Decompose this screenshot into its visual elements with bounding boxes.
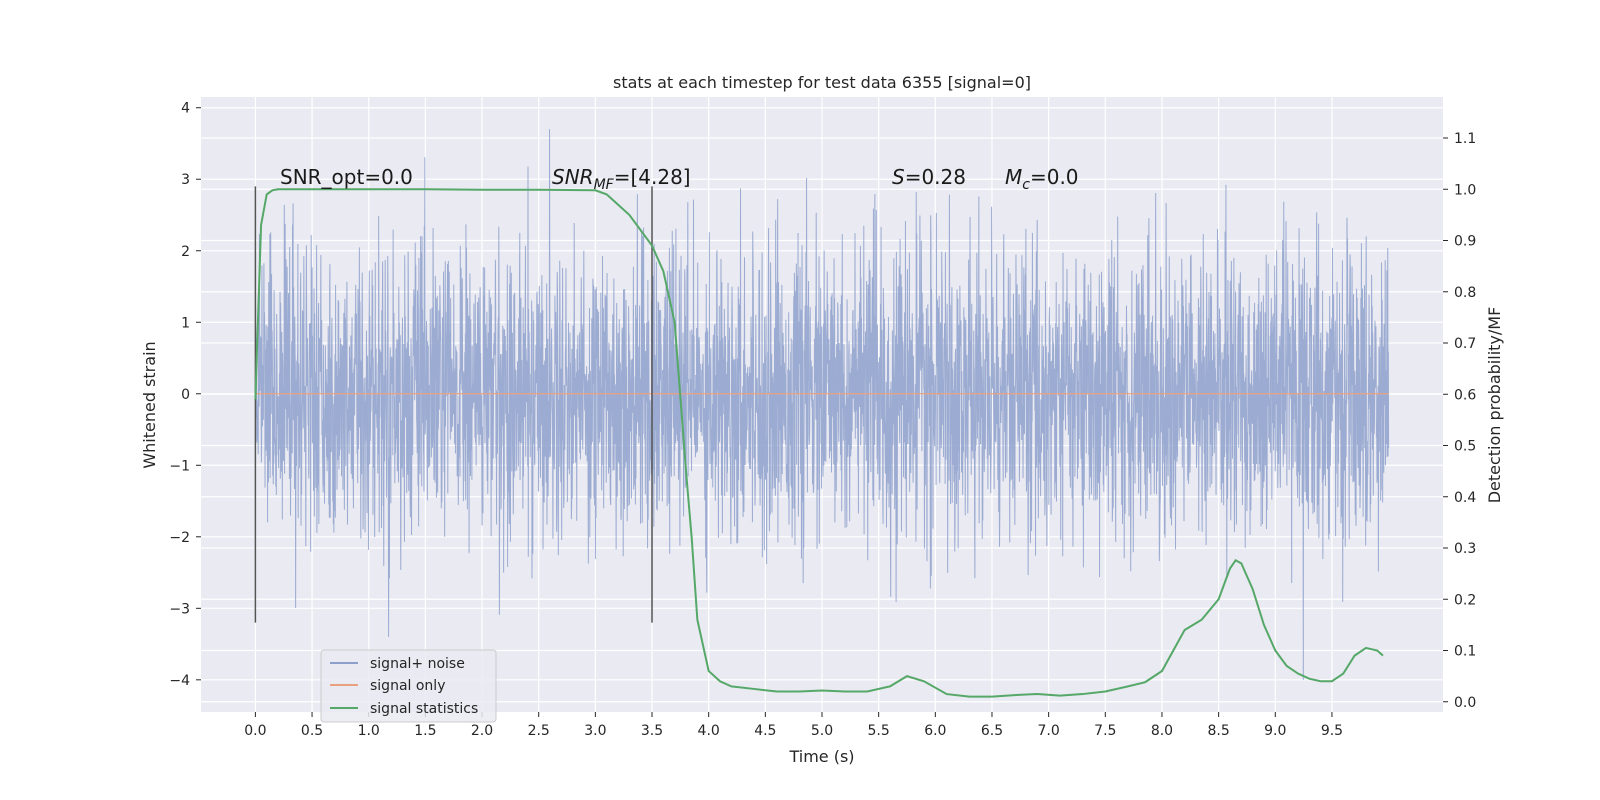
y-tick-label: 4 (181, 101, 190, 117)
snr-mf-sub: MF (594, 177, 615, 193)
y2-ticks: 0.0 0.1 0.2 0.3 0.4 0.5 0.6 0.7 0.8 0.9 1.0 1.1 (1443, 131, 1476, 711)
y2-axis-label: Detection probability/MF (1485, 307, 1504, 504)
chart-title: stats at each timestep for test data 635… (613, 73, 1031, 92)
annotation-snr-mf: SNRMF=[4.28] (552, 165, 691, 193)
x-tick-label: 9.0 (1264, 723, 1286, 739)
annotation-mc: Mc=0.0 (1005, 165, 1079, 193)
x-axis-label: Time (s) (788, 747, 854, 766)
mc-sub: c (1022, 177, 1030, 193)
x-tick-label: 1.5 (414, 723, 436, 739)
y2-tick-label: 0.6 (1454, 387, 1476, 403)
x-tick-label: 7.5 (1094, 723, 1116, 739)
y2-tick-label: 0.0 (1454, 695, 1476, 711)
x-tick-label: 4.5 (754, 723, 776, 739)
s-value: =0.28 (905, 165, 966, 189)
y2-tick-label: 0.3 (1454, 541, 1476, 557)
annotation-s: S=0.28 (892, 165, 966, 189)
x-tick-label: 2.0 (471, 723, 493, 739)
x-tick-label: 5.5 (868, 723, 890, 739)
mc-value: =0.0 (1030, 165, 1079, 189)
y-tick-label: 1 (181, 315, 190, 331)
x-tick-label: 2.5 (528, 723, 550, 739)
legend-label-signal-noise: signal+ noise (370, 656, 465, 672)
x-tick-label: 4.0 (698, 723, 720, 739)
x-tick-label: 9.5 (1321, 723, 1343, 739)
noise-trace (254, 129, 1390, 680)
legend: signal+ noise signal only signal statist… (320, 649, 497, 723)
y2-tick-label: 0.2 (1454, 592, 1476, 608)
y-axis-label: Whitened strain (140, 341, 159, 468)
series-signal-statistics (254, 188, 1384, 698)
series-signal-noise (254, 129, 1390, 680)
x-tick-label: 6.0 (924, 723, 946, 739)
annotation-snr-opt: SNR_opt=0.0 (280, 165, 413, 189)
y2-tick-label: 0.4 (1454, 490, 1476, 506)
snr-mf-value: =[4.28] (614, 165, 691, 189)
x-tick-label: 0.5 (301, 723, 323, 739)
y-tick-label: −4 (169, 673, 190, 689)
y2-tick-label: 0.9 (1454, 234, 1476, 250)
y-tick-label: −2 (169, 530, 190, 546)
y2-tick-label: 1.0 (1454, 182, 1476, 198)
x-tick-label: 0.0 (244, 723, 266, 739)
annotations: SNR_opt=0.0 SNRMF=[4.28] S=0.28 Mc=0.0 (280, 165, 1079, 193)
y-tick-label: −1 (169, 458, 190, 474)
mc-label: M (1005, 165, 1022, 189)
legend-box (320, 649, 497, 723)
snr-mf-base: SNR (552, 165, 594, 189)
x-tick-label: 6.5 (981, 723, 1003, 739)
y2-tick-label: 0.5 (1454, 439, 1476, 455)
x-tick-label: 3.0 (584, 723, 606, 739)
y-tick-label: 0 (181, 387, 190, 403)
y-tick-label: 2 (181, 244, 190, 260)
x-tick-label: 8.0 (1151, 723, 1173, 739)
x-tick-label: 8.5 (1207, 723, 1229, 739)
y-ticks: −4 −3 −2 −1 0 1 2 3 4 (169, 101, 201, 689)
x-ticks: 0.0 0.5 1.0 1.5 2.0 2.5 3.0 3.5 4.0 4.5 5.0 5.5 6.0 6… (244, 712, 1343, 739)
legend-label-signal-statistics: signal statistics (370, 701, 478, 717)
x-tick-label: 5.0 (811, 723, 833, 739)
s-label: S (892, 165, 905, 189)
y2-tick-label: 0.8 (1454, 285, 1476, 301)
y-tick-label: −3 (169, 601, 190, 617)
y2-tick-label: 0.1 (1454, 644, 1476, 660)
x-tick-label: 3.5 (641, 723, 663, 739)
y2-tick-label: 1.1 (1454, 131, 1476, 147)
legend-label-signal-only: signal only (370, 678, 445, 694)
x-tick-label: 7.0 (1038, 723, 1060, 739)
x-tick-label: 1.0 (358, 723, 380, 739)
vertical-markers (254, 186, 653, 623)
y-tick-label: 3 (181, 172, 190, 188)
y2-tick-label: 0.7 (1454, 336, 1476, 352)
